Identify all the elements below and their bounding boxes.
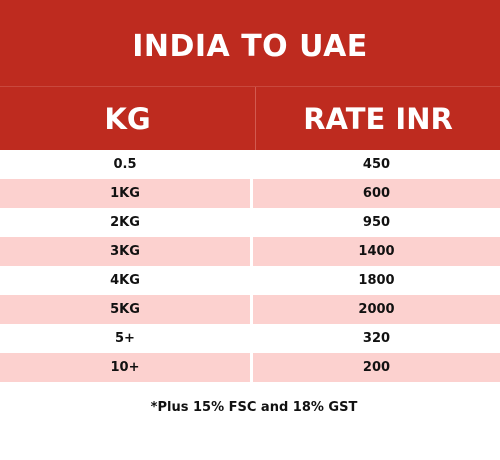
rate-cell: 1800 [358, 273, 395, 288]
table-row: 3KG 1400 [0, 237, 500, 266]
weight-cell: 4KG [110, 273, 140, 288]
rate-cell: 450 [362, 157, 391, 172]
rate-table: 0.5 450 1KG 600 2KG 950 3KG 1400 4KG 180… [0, 150, 500, 382]
rate-cell: 2000 [253, 295, 500, 324]
weight-cell: 5+ [115, 331, 135, 346]
weight-cell: 0.5 [113, 157, 137, 172]
rate-cell: 600 [253, 179, 500, 208]
table-row: 1KG 600 [0, 179, 500, 208]
table-row: 5+ 320 [0, 324, 500, 353]
header-kg: KG [0, 87, 256, 150]
weight-cell: 1KG [0, 179, 250, 208]
weight-cell: 3KG [0, 237, 250, 266]
table-row: 2KG 950 [0, 208, 500, 237]
table-row: 0.5 450 [0, 150, 500, 179]
table-row: 4KG 1800 [0, 266, 500, 295]
weight-cell: 10+ [0, 353, 250, 382]
table-header: KG RATE INR [0, 86, 500, 150]
rate-cell: 1400 [253, 237, 500, 266]
footnote: *Plus 15% FSC and 18% GST [150, 400, 358, 415]
page-title: INDIA TO UAE [132, 28, 368, 64]
weight-cell: 5KG [0, 295, 250, 324]
header-rate: RATE INR [303, 101, 453, 136]
table-row: 10+ 200 [0, 353, 500, 382]
title-banner: INDIA TO UAE [0, 0, 500, 86]
rate-cell: 950 [362, 215, 391, 230]
rate-cell: 200 [253, 353, 500, 382]
rate-cell: 320 [362, 331, 391, 346]
table-row: 5KG 2000 [0, 295, 500, 324]
weight-cell: 2KG [110, 215, 140, 230]
